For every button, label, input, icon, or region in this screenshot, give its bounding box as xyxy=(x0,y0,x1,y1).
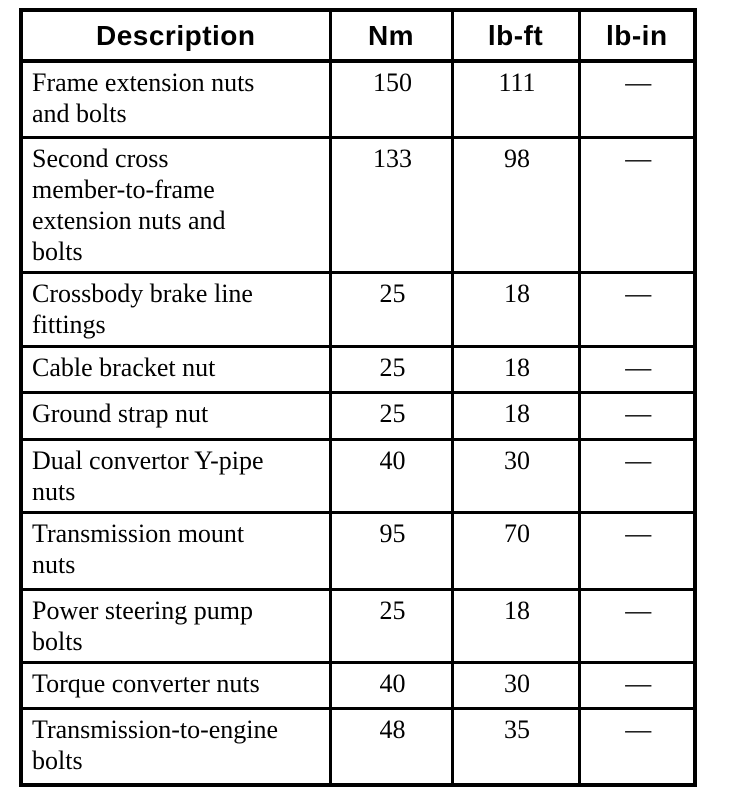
table-row: Dual convertor Y-pipe nuts 40 30— xyxy=(19,437,697,514)
header-row: Description Nm lb-ft lb-in xyxy=(19,8,697,63)
table-row: Ground strap nut 25 18— xyxy=(19,390,697,441)
cell-lb-ft: 30 xyxy=(450,660,581,710)
cell-lb-in: — xyxy=(577,510,697,591)
table-row: Crossbody brake line fittings 25 18— xyxy=(19,270,697,348)
table-body: Frame extension nuts and bolts 150 111— Sec… xyxy=(19,59,697,787)
cell-lb-ft: 35 xyxy=(450,706,581,787)
cell-lb-ft: 18 xyxy=(450,390,581,441)
cell-description: Ground strap nut xyxy=(19,390,332,441)
cell-description: Second cross member-to-frame extension n… xyxy=(19,135,332,274)
cell-lb-in: — xyxy=(577,660,697,710)
cell-lb-in: — xyxy=(577,437,697,514)
cell-nm: 25 xyxy=(328,390,454,441)
table-row: Cable bracket nut 25 18— xyxy=(19,344,697,394)
table-row: Torque converter nuts 40 30— xyxy=(19,660,697,710)
cell-nm: 25 xyxy=(328,270,454,348)
cell-lb-in: — xyxy=(577,344,697,394)
table-row: Transmission-to-engine bolts 48 35— xyxy=(19,706,697,787)
cell-lb-ft: 70 xyxy=(450,510,581,591)
cell-description: Cable bracket nut xyxy=(19,344,332,394)
cell-lb-ft: 111 xyxy=(450,59,581,139)
cell-description: Power steering pump bolts xyxy=(19,587,332,664)
cell-nm: 95 xyxy=(328,510,454,591)
cell-description: Torque converter nuts xyxy=(19,660,332,710)
cell-lb-in: — xyxy=(577,587,697,664)
cell-description: Crossbody brake line fittings xyxy=(19,270,332,348)
table-row: Transmission mount nuts 95 70— xyxy=(19,510,697,591)
cell-lb-ft: 98 xyxy=(450,135,581,274)
cell-lb-in: — xyxy=(577,135,697,274)
cell-description: Transmission-to-engine bolts xyxy=(19,706,332,787)
col-header-lb-ft: lb-ft xyxy=(450,8,581,63)
col-header-description: Description xyxy=(19,8,332,63)
torque-spec-table: Description Nm lb-ft lb-in Frame extensi… xyxy=(19,8,697,787)
cell-lb-ft: 18 xyxy=(450,587,581,664)
table-row: Power steering pump bolts 25 18— xyxy=(19,587,697,664)
col-header-lb-in: lb-in xyxy=(577,8,697,63)
cell-lb-ft: 18 xyxy=(450,344,581,394)
cell-nm: 133 xyxy=(328,135,454,274)
cell-description: Frame extension nuts and bolts xyxy=(19,59,332,139)
cell-nm: 40 xyxy=(328,660,454,710)
cell-lb-in: — xyxy=(577,270,697,348)
table-row: Second cross member-to-frame extension n… xyxy=(19,135,697,274)
cell-description: Dual convertor Y-pipe nuts xyxy=(19,437,332,514)
cell-lb-ft: 18 xyxy=(450,270,581,348)
cell-nm: 25 xyxy=(328,587,454,664)
cell-lb-in: — xyxy=(577,390,697,441)
cell-nm: 150 xyxy=(328,59,454,139)
cell-nm: 48 xyxy=(328,706,454,787)
cell-lb-in: — xyxy=(577,59,697,139)
table-row: Frame extension nuts and bolts 150 111— xyxy=(19,59,697,139)
cell-nm: 40 xyxy=(328,437,454,514)
cell-nm: 25 xyxy=(328,344,454,394)
cell-description: Transmission mount nuts xyxy=(19,510,332,591)
cell-lb-ft: 30 xyxy=(450,437,581,514)
col-header-nm: Nm xyxy=(328,8,454,63)
cell-lb-in: — xyxy=(577,706,697,787)
